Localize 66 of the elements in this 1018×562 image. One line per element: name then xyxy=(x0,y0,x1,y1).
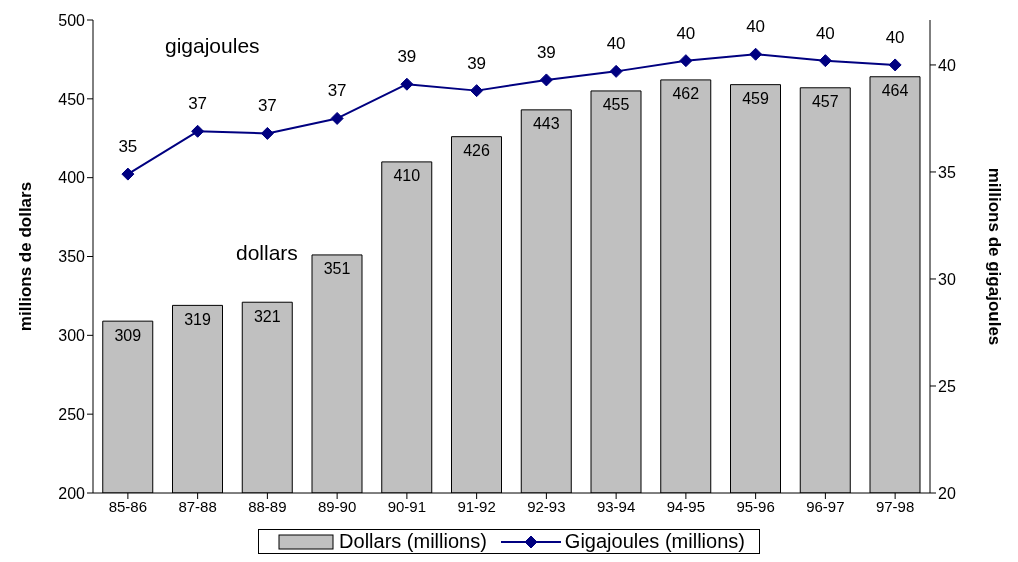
y2-tick-label: 20 xyxy=(938,484,956,502)
point xyxy=(470,84,484,98)
data-label: 319 xyxy=(184,310,211,328)
point xyxy=(260,126,274,140)
point xyxy=(818,54,832,68)
point xyxy=(609,64,623,78)
data-label: 37 xyxy=(188,94,208,114)
y2-axis-title: millions de gigajoules xyxy=(984,167,1004,346)
data-label: 35 xyxy=(118,137,138,157)
data-label: 464 xyxy=(881,82,909,100)
y2-tick-label: 40 xyxy=(938,56,956,74)
point xyxy=(888,58,902,72)
x-tick-label: 91-92 xyxy=(457,497,496,515)
x-tick-label: 96-97 xyxy=(806,497,845,515)
y2-tick-label: 25 xyxy=(938,377,956,395)
point xyxy=(679,54,693,68)
point xyxy=(191,124,205,138)
legend-label: Gigajoules (millions) xyxy=(564,530,745,553)
y-tick-label: 450 xyxy=(58,90,86,108)
data-label: 40 xyxy=(885,27,905,47)
legend-label: Dollars (millions) xyxy=(339,530,487,553)
x-tick-label: 90-91 xyxy=(387,497,427,515)
data-label: 39 xyxy=(467,53,487,73)
data-label: 459 xyxy=(742,90,769,107)
data-label: 39 xyxy=(536,42,556,62)
data-label: 455 xyxy=(602,96,630,114)
data-label: 40 xyxy=(676,23,696,43)
annotation: gigajoules xyxy=(165,34,260,58)
x-tick-label: 88-89 xyxy=(248,497,287,515)
point xyxy=(749,47,763,61)
annotation: dollars xyxy=(236,241,298,265)
data-label: 457 xyxy=(811,93,839,111)
point xyxy=(400,77,414,91)
y-axis-title: millions de dollars xyxy=(16,181,36,332)
data-label: 39 xyxy=(397,47,417,67)
data-label: 309 xyxy=(114,326,142,344)
data-label: 351 xyxy=(323,260,351,278)
x-tick-label: 97-98 xyxy=(875,497,915,515)
data-label: 426 xyxy=(463,142,490,160)
point xyxy=(121,167,135,181)
data-label: 410 xyxy=(393,167,421,185)
data-label: 462 xyxy=(672,85,700,103)
y-tick-label: 200 xyxy=(58,484,86,502)
point xyxy=(330,111,344,125)
data-label: 37 xyxy=(327,81,347,101)
y-tick-label: 250 xyxy=(58,405,86,423)
y-tick-label: 300 xyxy=(58,327,86,345)
data-label: 37 xyxy=(257,96,277,116)
y2-tick-label: 30 xyxy=(938,270,956,288)
x-tick-label: 87-88 xyxy=(178,497,217,515)
x-tick-label: 85-86 xyxy=(108,497,148,515)
y-tick-label: 400 xyxy=(58,169,86,187)
x-tick-label: 94-95 xyxy=(666,497,706,515)
x-tick-label: 89-90 xyxy=(317,497,357,515)
data-label: 443 xyxy=(532,115,560,133)
y-tick-label: 500 xyxy=(58,11,86,29)
x-tick-label: 95-96 xyxy=(736,497,775,515)
data-label: 40 xyxy=(746,17,766,37)
data-label: 321 xyxy=(253,307,281,325)
x-tick-label: 92-93 xyxy=(527,497,566,515)
data-label: 40 xyxy=(606,34,626,54)
y-tick-label: 350 xyxy=(58,248,86,266)
x-tick-label: 93-94 xyxy=(596,497,636,515)
data-label: 40 xyxy=(815,23,835,43)
y2-tick-label: 35 xyxy=(938,163,956,181)
point xyxy=(539,73,553,87)
